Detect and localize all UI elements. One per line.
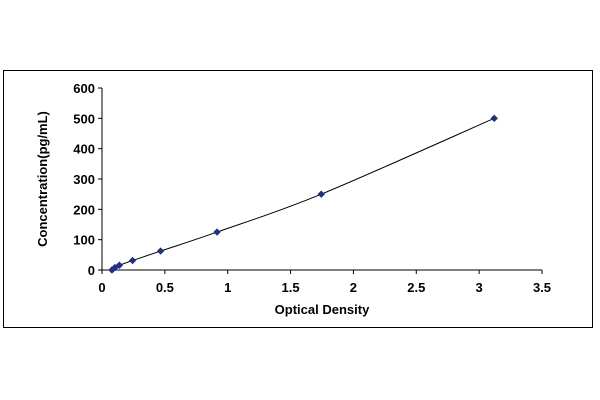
data-points (108, 114, 498, 274)
fit-curve (111, 117, 495, 271)
y-tick-label: 500 (73, 111, 95, 126)
x-tick-label: 2 (350, 280, 357, 295)
x-axis-title: Optical Density (275, 302, 370, 317)
y-tick-label: 200 (73, 202, 95, 217)
chart-frame (3, 70, 593, 328)
data-point (490, 114, 498, 123)
x-tick-label: 0.5 (156, 280, 174, 295)
data-point (317, 190, 325, 198)
data-point (128, 256, 137, 265)
y-tick-label: 400 (73, 142, 95, 157)
axes (101, 88, 542, 271)
y-tick-label: 600 (73, 81, 95, 96)
x-tick-label: 1.5 (282, 280, 300, 295)
x-tick-label: 3 (476, 280, 483, 295)
x-tick-label: 0 (98, 280, 105, 295)
y-tick-label: 100 (73, 233, 95, 248)
y-tick-label: 0 (88, 263, 95, 278)
x-tick-label: 1 (224, 280, 231, 295)
x-tick-label: 2.5 (407, 280, 425, 295)
data-point (111, 263, 119, 272)
x-tick-label: 3.5 (533, 280, 551, 295)
data-point (115, 261, 124, 269)
x-ticks: 0 0.5 1 1.5 2 2.5 3 3.5 (98, 270, 551, 295)
data-point (156, 247, 165, 255)
y-tick-label: 300 (73, 172, 95, 187)
data-point (213, 228, 221, 236)
y-axis-title: Concentration(pg/mL) (35, 111, 50, 247)
y-ticks: 0 100 200 300 400 500 600 (73, 81, 102, 278)
